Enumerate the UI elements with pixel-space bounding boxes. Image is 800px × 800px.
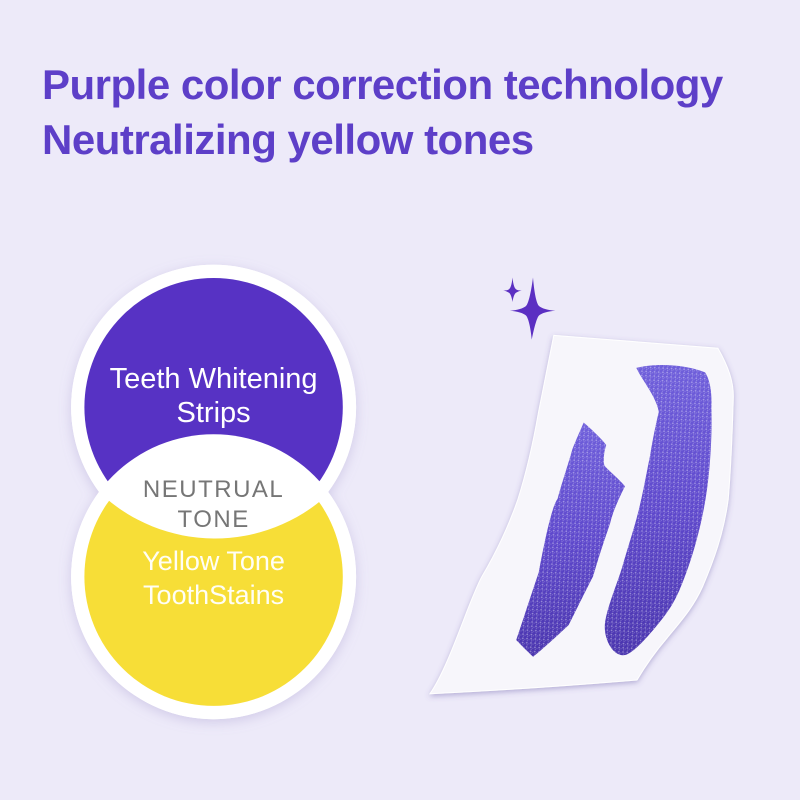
svg-text:ToothStains: ToothStains — [143, 580, 284, 610]
svg-text:Yellow Tone: Yellow Tone — [142, 546, 285, 576]
svg-text:Teeth Whitening: Teeth Whitening — [110, 363, 318, 395]
svg-text:TONE: TONE — [177, 506, 249, 533]
svg-text:Strips: Strips — [177, 397, 251, 429]
svg-text:NEUTRUAL: NEUTRUAL — [143, 476, 284, 503]
